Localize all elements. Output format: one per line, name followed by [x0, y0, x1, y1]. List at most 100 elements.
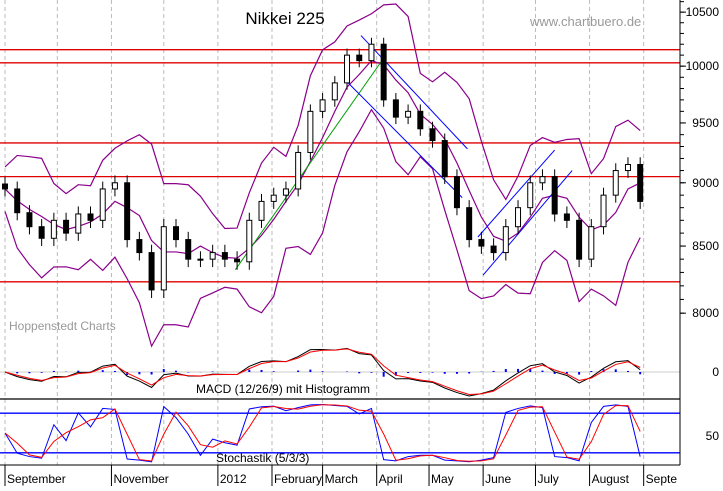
candle-body: [527, 182, 534, 209]
candle-body: [111, 182, 118, 190]
candle-body: [173, 226, 180, 241]
candle-body: [624, 163, 631, 172]
candle-body: [270, 194, 277, 202]
candle: [38, 219, 45, 247]
candle-body: [515, 207, 522, 228]
candle: [246, 212, 253, 270]
candle: [576, 212, 583, 268]
chart-title: Nikkei 225: [245, 9, 324, 28]
candle-body: [539, 176, 546, 184]
candle-body: [441, 140, 448, 178]
candle: [563, 206, 570, 228]
x-tick-label: August: [592, 472, 630, 486]
candle: [417, 104, 424, 136]
candle: [527, 175, 534, 216]
candle: [356, 48, 363, 68]
candle-body: [429, 128, 436, 142]
candle: [282, 181, 289, 203]
candle: [99, 181, 106, 228]
candle-body: [221, 252, 228, 260]
support-resistance-lines: [0, 49, 680, 283]
bollinger-lower: [4, 108, 641, 348]
candle: [111, 175, 118, 197]
candle: [148, 244, 155, 299]
candle: [392, 93, 399, 125]
bollinger-bands: [4, 3, 641, 348]
grid-lines: [4, 0, 645, 465]
x-tick-label: May: [431, 472, 454, 486]
y-tick-label: 10500: [686, 5, 720, 19]
candle: [319, 93, 326, 119]
trend-line: [360, 35, 468, 150]
candle: [405, 104, 412, 125]
candles: [2, 37, 644, 299]
x-tick-label: July: [537, 472, 558, 486]
candle-body: [356, 54, 363, 62]
x-tick-label: September: [7, 472, 66, 486]
y-axis: 10500 10000 9500 9000 8500 8000 0 50: [680, 1, 720, 443]
x-axis: September November 2012 February March April M…: [4, 465, 678, 486]
candle: [380, 37, 387, 107]
candle-body: [588, 226, 595, 260]
candle: [185, 231, 192, 268]
candle-body: [26, 212, 33, 228]
candle-body: [405, 110, 412, 118]
y-tick-label: 8000: [692, 306, 719, 320]
watermark: www.chartbuero.de: [529, 14, 641, 29]
candle: [429, 121, 436, 148]
candle: [75, 206, 82, 241]
candle: [515, 200, 522, 235]
candle: [490, 238, 497, 261]
candle: [368, 37, 375, 68]
candle-body: [148, 252, 155, 291]
candle-body: [331, 82, 338, 101]
candle-body: [197, 258, 204, 261]
candle: [600, 187, 607, 235]
candle-body: [295, 151, 302, 190]
candle-body: [551, 176, 558, 215]
candle: [331, 76, 338, 107]
y-tick-label: 10000: [686, 59, 720, 73]
candle-body: [563, 213, 570, 221]
macd-signal-line: [4, 348, 641, 396]
candle-body: [490, 245, 497, 254]
x-tick-label: March: [325, 472, 358, 486]
stochastic-label: Stochastik (5/3/3): [216, 451, 309, 465]
candle: [551, 169, 558, 222]
x-tick-label: Septe: [646, 472, 678, 486]
candle-body: [258, 200, 265, 221]
stochastic-y-label: 50: [706, 429, 720, 443]
x-tick-label: 2012: [220, 472, 247, 486]
candle-body: [87, 213, 94, 221]
candle: [2, 176, 8, 197]
candle-body: [466, 207, 473, 241]
bollinger-upper: [4, 3, 641, 230]
candle: [50, 212, 57, 247]
candle-body: [124, 182, 131, 241]
candle: [637, 157, 644, 209]
candle-body: [576, 219, 583, 260]
candle: [63, 212, 70, 241]
macd-label: MACD (12/26/9) mit Histogramm: [196, 382, 370, 396]
candle-body: [344, 54, 351, 84]
candle: [124, 175, 131, 248]
candle-body: [502, 226, 509, 254]
candle-body: [160, 226, 167, 291]
candle-body: [2, 183, 8, 190]
x-tick-label: April: [379, 472, 403, 486]
candle: [612, 163, 619, 203]
candle: [221, 244, 228, 268]
candle-body: [75, 213, 82, 234]
candle: [234, 251, 241, 270]
candle: [270, 187, 277, 209]
candle: [441, 133, 448, 185]
y-tick-label: 8500: [692, 239, 719, 253]
candle: [539, 169, 546, 191]
macd-y-label: 0: [712, 365, 719, 379]
source-label: Hoppenstedt Charts: [9, 319, 116, 333]
candle: [466, 200, 473, 248]
candle-body: [600, 194, 607, 228]
candle: [14, 181, 21, 221]
stochastic-d-line: [4, 404, 641, 462]
